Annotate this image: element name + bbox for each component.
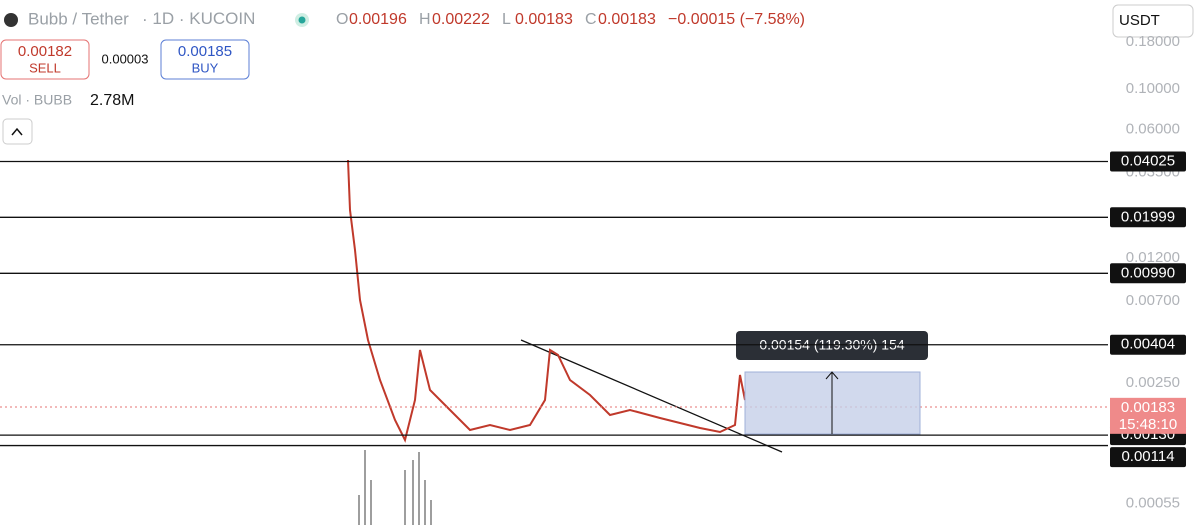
sell-button[interactable]: [0, 39, 90, 80]
volume-label: Vol · BUBB: [2, 92, 72, 108]
symbol: Bubb / Tether: [28, 9, 129, 28]
buy-price: 0.00185: [178, 43, 232, 60]
level-label: 0.00990: [1121, 264, 1175, 281]
ohlc-value: 0.00196: [349, 11, 407, 28]
ohlc-value: 0.00183: [598, 11, 656, 28]
trend-line: [520, 339, 783, 453]
level-tag: [1110, 207, 1186, 228]
ohlc-key: L: [502, 11, 511, 28]
change: −0.00015 (−7.58%): [668, 11, 805, 28]
symbol-icon: [4, 13, 18, 27]
axis-tick-label: 0.01200: [1126, 249, 1180, 266]
volume-bars: [358, 450, 432, 525]
ohlc: O 0.00196 H 0.00222 L 0.00183 C 0.00183: [336, 11, 656, 28]
axis-tick-label: 0.06000: [1126, 121, 1180, 138]
level-tag: [1110, 447, 1186, 468]
ohlc-key: O: [336, 11, 348, 28]
buy-label: BUY: [192, 60, 219, 75]
level-label: 0.00404: [1121, 336, 1175, 353]
volume-value: 2.78M: [90, 92, 134, 109]
axis-tick-label: 0.00250: [1126, 374, 1180, 391]
level-label: 0.01999: [1121, 208, 1175, 225]
level-label: 0.00114: [1121, 448, 1174, 465]
interval-value: 1D: [152, 9, 174, 28]
measure-tooltip: [736, 331, 928, 360]
current-price: 0.00183: [1121, 399, 1175, 416]
axis-tick-label: 0.10000: [1126, 80, 1180, 97]
currency: USDT: [1119, 12, 1160, 29]
sell-label: SELL: [29, 60, 61, 75]
level-tag: [1110, 334, 1186, 355]
collapse-button[interactable]: [2, 118, 33, 145]
buy-button[interactable]: [160, 39, 250, 80]
countdown: 15:48:10: [1119, 416, 1177, 433]
status-dot: [298, 16, 306, 24]
sell-price: 0.00182: [18, 43, 72, 60]
ohlc-key: H: [419, 11, 431, 28]
level-tag: [1110, 151, 1186, 172]
spread: 0.00003: [102, 51, 149, 66]
ohlc-value: 0.00222: [432, 11, 490, 28]
price-path: [347, 159, 746, 443]
exchange: KUCOIN: [189, 9, 255, 28]
ohlc-value: 0.00183: [515, 11, 573, 28]
level-tag: [1110, 263, 1186, 284]
collapse-icon: [11, 127, 23, 136]
interval: · 1D · KUCOIN: [142, 9, 255, 28]
current-price-tag: [1110, 397, 1186, 434]
currency-select[interactable]: [1112, 4, 1194, 38]
axis-tick-label: 0.18000: [1126, 33, 1180, 50]
axis-tick-label: 0.00055: [1126, 495, 1180, 512]
level-label: 0.04025: [1121, 152, 1175, 169]
axis-tick-label: 0.00700: [1126, 292, 1180, 309]
ohlc-key: C: [585, 11, 597, 28]
measure-arrowhead: [825, 371, 839, 380]
